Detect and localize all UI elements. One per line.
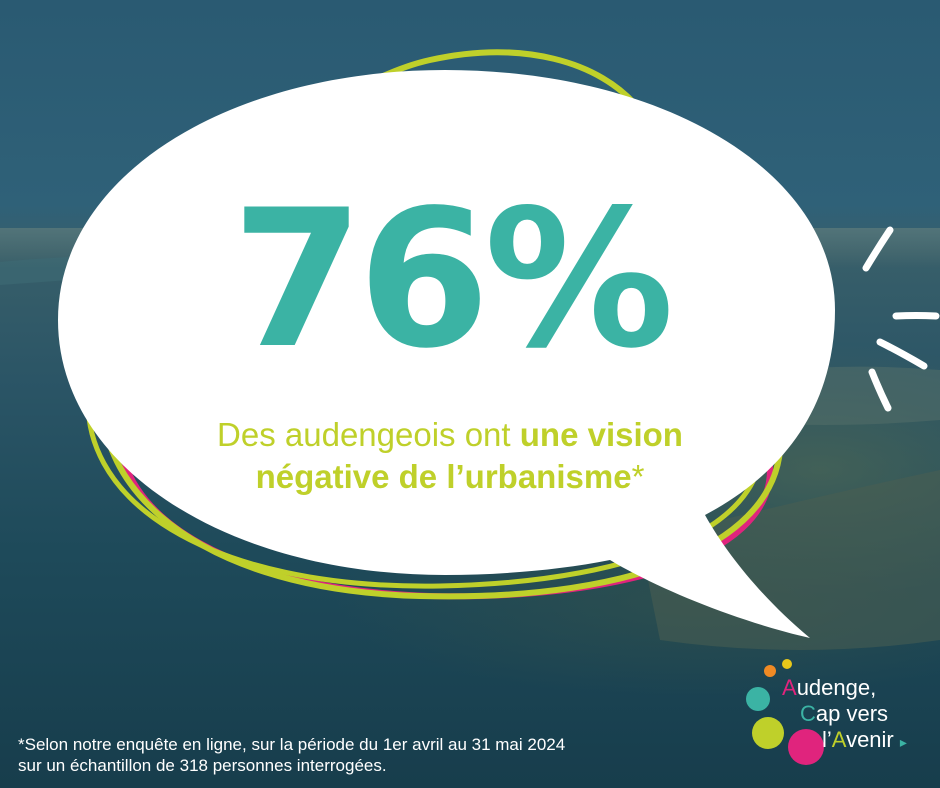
subtitle-bold-2: négative de l’urbanisme (255, 458, 632, 495)
people-icon (746, 687, 770, 711)
subtitle-regular: Des audengeois ont (217, 416, 520, 453)
logo-initial-c: C (800, 701, 816, 726)
logo-initial-a2: A (831, 727, 847, 752)
logo-prefix: l’ (822, 727, 832, 752)
campaign-logo: Audenge, Cap vers l’Avenir ▸ (740, 655, 930, 775)
subtitle-bold-1: une vision (519, 416, 683, 453)
subtitle-asterisk: * (631, 458, 645, 495)
footnote-line-2: sur un échantillon de 318 personnes inte… (18, 756, 387, 775)
logo-line-3: l’Avenir ▸ (782, 727, 907, 755)
footnote-line-1: *Selon notre enquête en ligne, sur la pé… (18, 735, 566, 754)
building-icon (788, 729, 824, 765)
logo-word-audenge: udenge, (796, 675, 877, 700)
logo-line-1: Audenge, (782, 675, 907, 701)
logo-word-avenir: venir (846, 727, 894, 752)
arrow-right-icon: ▸ (899, 734, 907, 750)
headline-subtitle: Des audengeois ont une vision négative d… (140, 414, 760, 498)
logo-word-cap-vers: ap vers (815, 701, 889, 726)
burst-lines-icon (862, 226, 940, 412)
logo-initial-a: A (782, 675, 797, 700)
euro-icon (764, 665, 776, 677)
speech-bubble (58, 70, 835, 638)
survey-footnote: *Selon notre enquête en ligne, sur la pé… (18, 734, 618, 776)
gear-icon (782, 659, 792, 669)
logo-line-2: Cap vers (782, 701, 907, 727)
leaf-icon (752, 717, 784, 749)
percentage-value: 76% (231, 169, 675, 390)
logo-wordmark: Audenge, Cap vers l’Avenir ▸ (782, 675, 907, 755)
